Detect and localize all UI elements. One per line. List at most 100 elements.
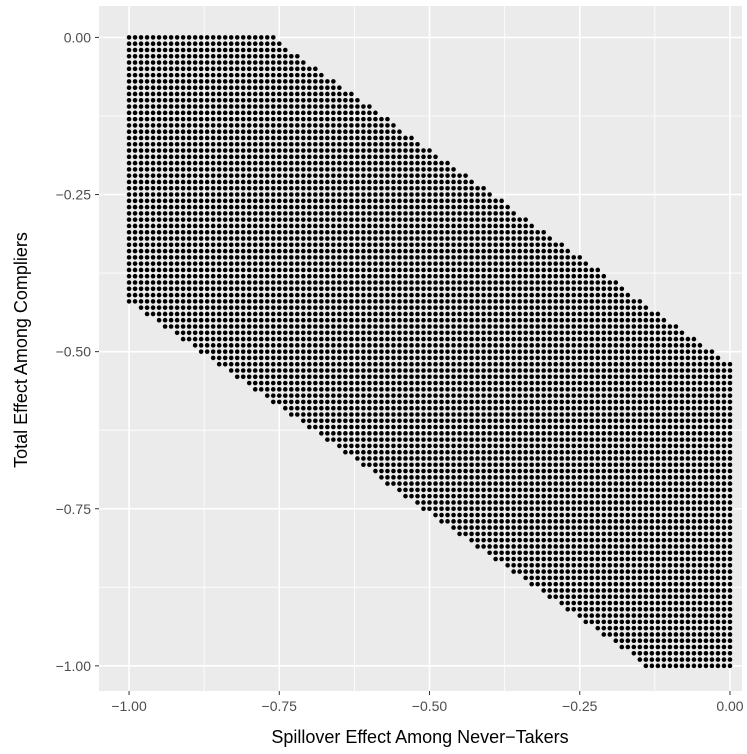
data-point <box>331 116 336 122</box>
data-point <box>258 380 264 386</box>
data-point <box>150 267 156 273</box>
data-point <box>643 368 649 373</box>
data-point <box>415 443 420 449</box>
data-point <box>649 343 655 348</box>
data-point <box>276 349 282 354</box>
data-point <box>144 179 150 185</box>
data-point <box>643 311 649 317</box>
data-point <box>270 280 276 285</box>
data-point <box>451 431 456 436</box>
data-point <box>234 91 240 97</box>
data-point <box>583 468 589 474</box>
data-point <box>325 349 330 354</box>
data-point <box>150 248 156 254</box>
data-point <box>132 267 138 273</box>
data-point <box>601 368 607 373</box>
data-point <box>343 236 348 241</box>
data-point <box>150 116 156 122</box>
data-point <box>583 330 589 336</box>
data-point <box>276 229 282 235</box>
data-point <box>493 261 498 266</box>
data-point <box>282 104 288 109</box>
data-point <box>637 462 643 468</box>
data-point <box>373 185 378 191</box>
data-point <box>511 236 516 241</box>
data-point <box>535 431 540 436</box>
data-point <box>445 475 450 480</box>
data-point <box>631 456 637 461</box>
data-point <box>439 236 444 241</box>
data-point <box>559 519 565 524</box>
data-point <box>427 500 432 505</box>
data-point <box>619 437 625 442</box>
data-point <box>475 223 480 229</box>
data-point <box>325 135 330 141</box>
data-point <box>637 336 643 342</box>
data-point <box>210 97 216 103</box>
data-point <box>246 343 252 348</box>
data-point <box>216 116 222 122</box>
data-point <box>240 286 246 292</box>
data-point <box>637 418 643 424</box>
data-point <box>391 355 396 361</box>
data-point <box>192 35 198 40</box>
data-point <box>234 305 240 310</box>
data-point <box>132 110 138 116</box>
data-point <box>649 600 655 606</box>
data-point <box>607 619 613 625</box>
data-point <box>258 91 264 97</box>
data-point <box>625 299 631 304</box>
data-point <box>529 456 534 461</box>
data-point <box>445 173 450 178</box>
data-point <box>373 229 378 235</box>
data-point <box>198 66 204 72</box>
data-point <box>355 236 360 241</box>
data-point <box>264 53 270 59</box>
data-point <box>505 456 510 461</box>
data-point <box>589 531 595 537</box>
data-point <box>517 292 522 298</box>
data-point <box>204 330 210 336</box>
data-point <box>583 418 589 424</box>
data-point <box>162 255 168 260</box>
data-point <box>643 330 649 336</box>
data-point <box>349 248 354 254</box>
data-point <box>523 273 528 279</box>
data-point <box>649 456 655 461</box>
data-point <box>126 60 132 65</box>
data-point <box>295 123 300 128</box>
data-point <box>589 393 595 398</box>
data-point <box>541 481 546 486</box>
data-point <box>499 437 504 442</box>
data-point <box>619 493 625 499</box>
data-point <box>228 129 234 134</box>
data-point <box>469 437 474 442</box>
data-point <box>475 317 480 323</box>
data-point <box>415 185 420 191</box>
data-point <box>559 380 565 386</box>
data-point <box>523 292 528 298</box>
data-point <box>493 418 498 424</box>
data-point <box>547 462 552 468</box>
data-point <box>186 179 192 185</box>
data-point <box>517 405 522 411</box>
data-point <box>367 223 372 229</box>
data-point <box>433 506 438 512</box>
data-point <box>216 198 222 204</box>
data-point <box>276 217 282 222</box>
data-point <box>475 431 480 436</box>
data-point <box>565 594 571 600</box>
data-point <box>319 242 324 248</box>
data-point <box>180 85 186 90</box>
data-point <box>367 160 372 166</box>
data-point <box>180 324 186 329</box>
data-point <box>577 475 583 480</box>
data-point <box>156 242 162 248</box>
data-point <box>319 85 324 90</box>
data-point <box>409 349 414 354</box>
data-point <box>180 123 186 128</box>
data-point <box>246 248 252 254</box>
data-point <box>409 399 414 405</box>
data-point <box>168 79 174 84</box>
data-point <box>433 311 438 317</box>
